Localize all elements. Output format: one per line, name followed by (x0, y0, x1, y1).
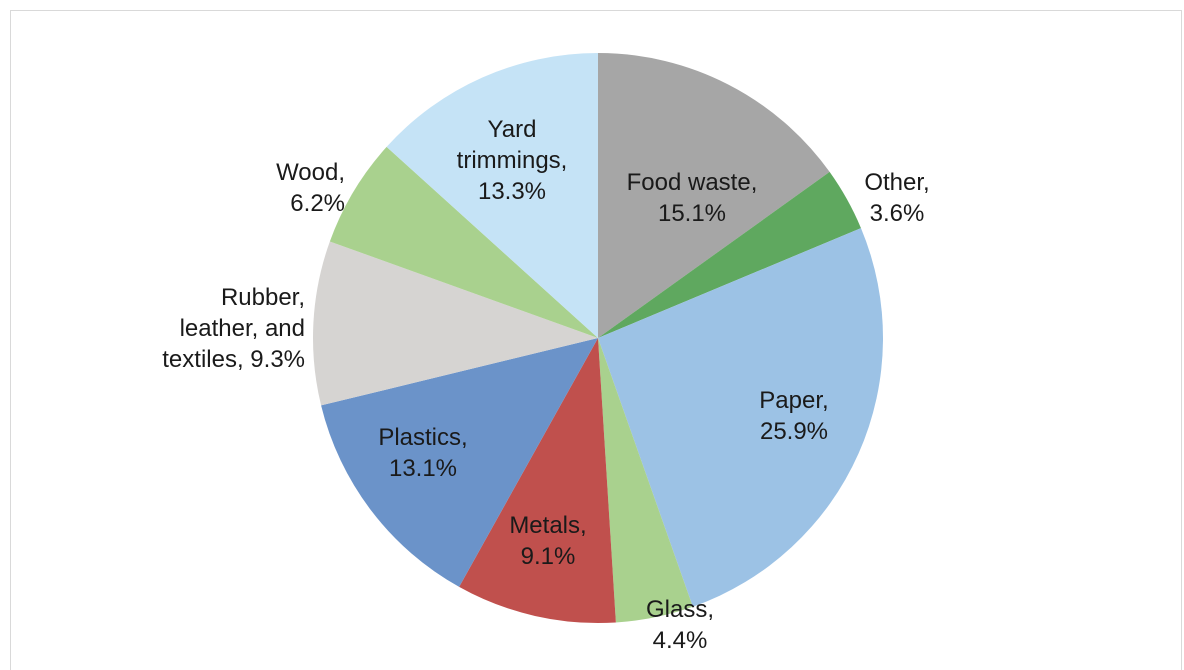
pie-slice-glass (598, 338, 693, 623)
data-label-line: 13.3% (478, 178, 546, 205)
data-label-plastics: Plastics, 13.1% (378, 424, 467, 482)
data-label-line: 6.2% (290, 190, 345, 217)
pie-slice-rubber-leather-and-textiles (312, 241, 598, 406)
pie-slice-metals (459, 338, 616, 623)
data-label-line: Yard (488, 116, 537, 143)
data-label-line: Plastics, (378, 424, 467, 451)
data-label-line: Paper, (759, 387, 828, 414)
data-label-line: 4.4% (653, 627, 708, 654)
data-label-line: Food waste, (627, 169, 758, 196)
pie-slice-wood (329, 146, 598, 338)
pie-slice-paper (598, 228, 884, 607)
data-label-wood: Wood, 6.2% (276, 159, 345, 217)
data-label-line: 3.6% (870, 200, 925, 227)
pie-slice-other (598, 171, 861, 338)
data-label-line: 25.9% (760, 418, 828, 445)
pie-slice-yard-trimmings (386, 52, 598, 338)
data-label-line: Wood, (276, 159, 345, 186)
data-label-yard-trimmings: Yard trimmings, 13.3% (457, 116, 568, 205)
data-label-line: 13.1% (389, 455, 457, 482)
data-label-other: Other, 3.6% (864, 169, 929, 227)
data-label-metals: Metals, 9.1% (509, 512, 586, 570)
data-label-line: 9.1% (521, 543, 576, 570)
pie-slice-food-waste (598, 53, 830, 338)
data-label-line: Glass, (646, 596, 714, 623)
data-label-paper: Paper, 25.9% (759, 387, 828, 445)
data-label-line: leather, and (180, 315, 305, 342)
data-label-glass: Glass, 4.4% (646, 596, 714, 654)
data-label-rubber-leather-and-textiles: Rubber, leather, and textiles, 9.3% (162, 284, 305, 373)
data-label-line: trimmings, (457, 147, 568, 174)
data-label-line: 15.1% (658, 200, 726, 227)
data-label-line: Other, (864, 169, 929, 196)
pie-slice-plastics (321, 338, 598, 587)
data-label-line: Metals, (509, 512, 586, 539)
data-label-line: Rubber, (221, 284, 305, 311)
data-label-food-waste: Food waste, 15.1% (627, 169, 758, 227)
pie-slices (312, 52, 884, 623)
pie-labels: Food waste, 15.1% Other, 3.6% Paper, 25.9% Gla… (162, 116, 929, 654)
data-label-line: textiles, 9.3% (162, 346, 305, 373)
